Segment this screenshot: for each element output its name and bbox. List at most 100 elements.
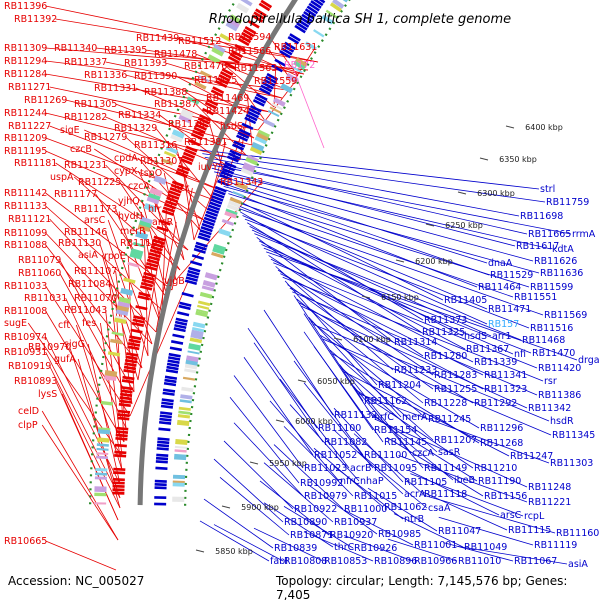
gene-block	[234, 202, 235, 205]
kbp-tick-label: 5950 kbp	[269, 459, 307, 468]
forward-gene-label: RB11169	[120, 238, 163, 249]
reverse-gene-arrow	[217, 197, 218, 199]
forward-gene-label: RB11316	[134, 140, 177, 151]
forward-gene-label: sigE	[60, 125, 80, 136]
forward-gene-arrow	[187, 157, 188, 160]
forward-leader-line	[46, 541, 116, 570]
forward-gene-arrow	[171, 202, 172, 205]
kbp-tick-label: 6250 kbp	[445, 221, 483, 230]
reverse-gene-label: dnaA	[488, 258, 513, 269]
forward-gene-label: RB11307	[140, 156, 183, 167]
forward-gene-label: RB11060	[18, 268, 61, 279]
forward-gene-label: RB11393	[124, 58, 167, 69]
gene-block	[235, 199, 236, 202]
reverse-gene-arrow	[266, 87, 267, 89]
kbp-tick-mark	[396, 260, 404, 262]
reverse-gene-label: RB11210	[474, 463, 517, 474]
forward-gene-label: RB11231	[64, 160, 107, 171]
reverse-gene-arrow	[181, 319, 182, 322]
gene-block	[257, 144, 259, 149]
reverse-gene-label: RB10896	[374, 556, 417, 567]
forward-gene-label: RB11475	[194, 75, 237, 86]
gene-block	[318, 32, 319, 34]
forward-gene-arrow	[162, 228, 163, 231]
reverse-gene-label: RB10992	[300, 478, 343, 489]
reverse-gene-label: RB11145	[384, 437, 427, 448]
reverse-gene-label: RB11132	[334, 410, 377, 421]
forward-gene-label: RB11043	[64, 305, 107, 316]
forward-gene-arrow	[134, 340, 135, 343]
reverse-gene-label: nrfC	[374, 412, 394, 423]
forward-gene-label: hfr	[148, 204, 161, 215]
forward-gene-arrow	[183, 167, 184, 170]
forward-gene-label: sugE	[4, 318, 27, 329]
forward-gene-arrow	[146, 287, 147, 290]
gene-block	[337, 2, 339, 5]
reverse-gene-arrow	[209, 219, 210, 221]
reverse-gene-label: RB11420	[538, 363, 581, 374]
forward-gene-label: RB11305	[74, 99, 117, 110]
forward-gene-label: gufA	[54, 354, 76, 365]
forward-gene-arrow	[172, 199, 173, 202]
reverse-gene-label: thrC	[334, 542, 355, 553]
forward-gene-arrow	[144, 293, 145, 296]
reverse-gene-arrow	[232, 158, 233, 160]
forward-gene-label: RB11336	[84, 70, 127, 81]
forward-gene-label: RB11244	[4, 108, 47, 119]
forward-gene-label: tspO	[140, 168, 162, 179]
forward-gene-arrow	[141, 306, 142, 309]
forward-gene-arrow	[173, 195, 174, 198]
reverse-gene-label: RB11010	[458, 556, 501, 567]
gene-block	[273, 113, 274, 115]
forward-gene-arrow	[143, 297, 144, 300]
gene-block	[199, 323, 200, 327]
reverse-gene-label: RB11569	[544, 310, 587, 321]
forward-gene-label: arsC	[84, 215, 106, 226]
gene-block	[335, 6, 337, 9]
gene-block	[187, 388, 188, 392]
reverse-gene-label: RB11345	[552, 430, 595, 441]
reverse-gene-arrow	[315, 3, 316, 5]
forward-gene-label: RB11070	[74, 293, 117, 304]
gene-block	[238, 193, 239, 195]
map-title: Rhodopirellula baltica SH 1, complete ge…	[0, 10, 600, 28]
reverse-gene-label: RB11341	[484, 370, 527, 381]
reverse-gene-arrow	[261, 96, 262, 98]
kbp-tick-label: 6050 kbp	[317, 377, 355, 386]
reverse-gene-label: RB11115	[508, 525, 551, 536]
forward-gene-label: RB10665	[4, 536, 47, 547]
forward-gene-arrow	[147, 280, 148, 283]
gene-block	[210, 274, 211, 279]
reverse-gene-label: RB11156	[484, 491, 527, 502]
reverse-gene-label: RB11268	[480, 438, 523, 449]
reverse-gene-arrow	[230, 164, 231, 166]
reverse-gene-arrow	[220, 188, 221, 190]
gene-block	[203, 306, 204, 308]
reverse-gene-arrow	[294, 36, 295, 38]
forward-gene-arrow	[182, 170, 183, 173]
reverse-gene-label: RB10920	[330, 530, 373, 541]
reverse-gene-label: RB11228	[424, 398, 467, 409]
reverse-gene-arrow	[215, 203, 216, 205]
reverse-gene-arrow	[198, 256, 199, 258]
forward-gene-label: RB11383	[168, 119, 211, 130]
reverse-gene-arrow	[299, 28, 300, 30]
forward-gene-label: RB11279	[84, 132, 127, 143]
reverse-gene-label: RB11248	[528, 482, 571, 493]
reverse-gene-label: RB11118	[424, 489, 467, 500]
circular-genome-plot: 6400 kbp6350 kbp6300 kbp6250 kbp6200 kbp…	[0, 0, 600, 600]
gene-block	[249, 165, 250, 167]
gene-block	[196, 339, 197, 342]
reverse-gene-label: RB11280	[424, 351, 467, 362]
reverse-gene-label: RB11470	[532, 348, 575, 359]
kbp-tick-mark	[276, 420, 284, 422]
reverse-gene-label: RB11204	[378, 380, 421, 391]
reverse-gene-label: RB11001	[414, 540, 457, 551]
reverse-gene-label: RB11119	[534, 540, 577, 551]
reverse-gene-arrow	[313, 6, 314, 8]
forward-gene-arrow	[155, 250, 156, 253]
gene-block	[208, 287, 209, 290]
reverse-gene-arrow	[229, 167, 230, 169]
gene-block	[263, 132, 264, 135]
gene-labels: RB11396RB11392RB11309 RB11340 RB11395RB114…	[4, 1, 600, 570]
